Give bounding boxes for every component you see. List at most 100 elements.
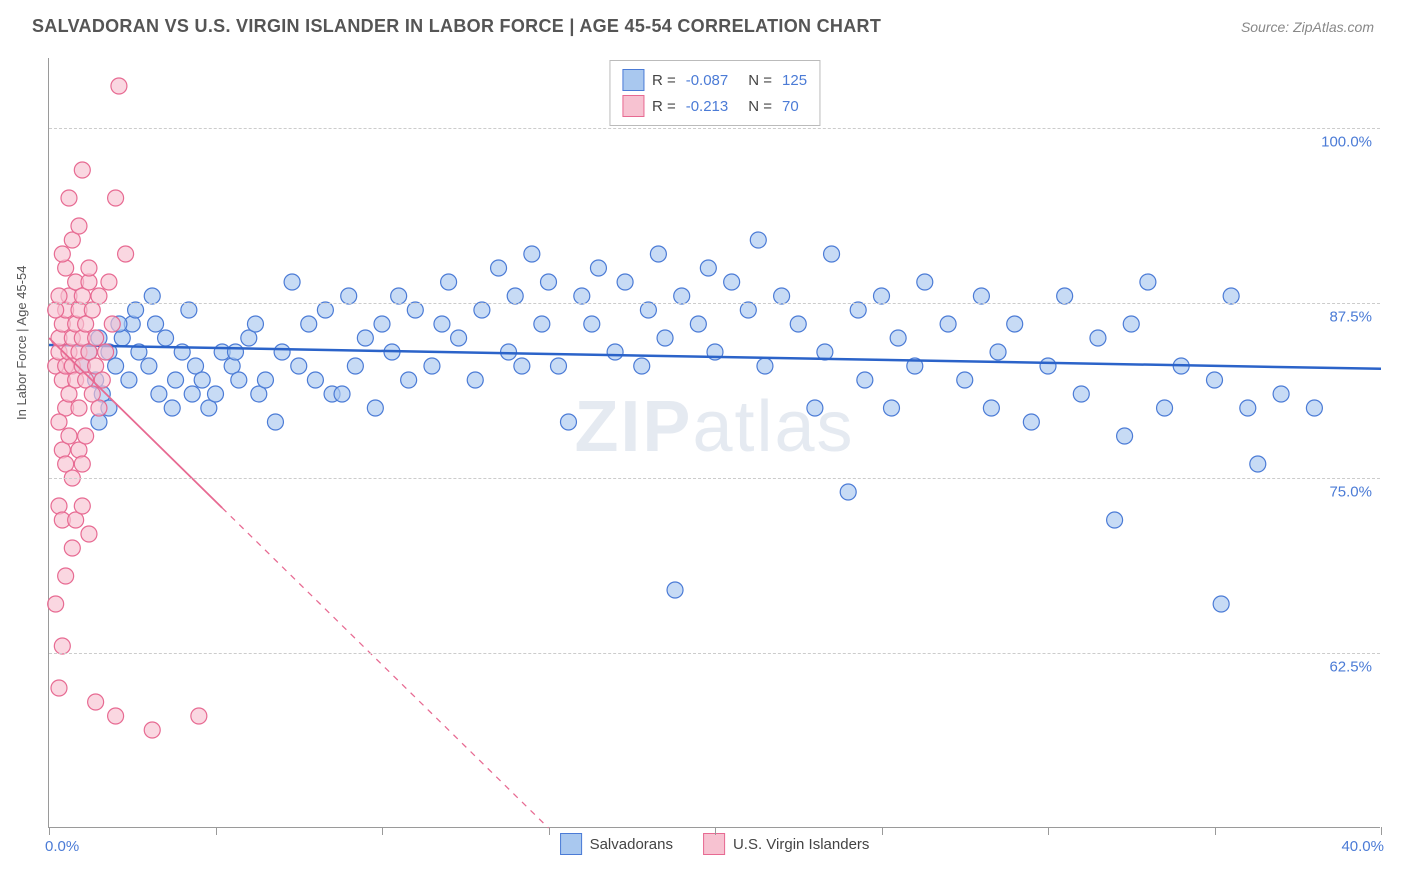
scatter-point xyxy=(807,400,823,416)
scatter-point xyxy=(114,330,130,346)
trend-line-dashed xyxy=(222,508,548,828)
gridline-h xyxy=(49,478,1380,479)
scatter-point xyxy=(667,582,683,598)
scatter-point xyxy=(491,260,507,276)
scatter-point xyxy=(347,358,363,374)
series-legend: SalvadoransU.S. Virgin Islanders xyxy=(560,833,870,855)
scatter-point xyxy=(231,372,247,388)
scatter-point xyxy=(184,386,200,402)
scatter-svg xyxy=(49,58,1380,827)
legend-n-value: 125 xyxy=(782,72,807,89)
correlation-legend: R =-0.087N =125R =-0.213N =70 xyxy=(609,60,820,126)
scatter-point xyxy=(227,344,243,360)
scatter-point xyxy=(883,400,899,416)
scatter-point xyxy=(1223,288,1239,304)
series-label: Salvadorans xyxy=(590,836,673,853)
scatter-point xyxy=(317,302,333,318)
scatter-point xyxy=(78,428,94,444)
scatter-point xyxy=(181,302,197,318)
scatter-point xyxy=(507,288,523,304)
scatter-point xyxy=(357,330,373,346)
scatter-point xyxy=(81,526,97,542)
scatter-point xyxy=(81,260,97,276)
scatter-point xyxy=(607,344,623,360)
scatter-point xyxy=(840,484,856,500)
scatter-point xyxy=(1123,316,1139,332)
source-label: Source: ZipAtlas.com xyxy=(1241,19,1374,35)
scatter-point xyxy=(151,386,167,402)
scatter-point xyxy=(108,358,124,374)
x-tick xyxy=(1215,827,1216,835)
scatter-point xyxy=(74,162,90,178)
scatter-point xyxy=(104,316,120,332)
legend-n-label: N = xyxy=(748,98,772,115)
scatter-point xyxy=(98,344,114,360)
y-tick-label: 62.5% xyxy=(1329,659,1372,676)
scatter-point xyxy=(407,302,423,318)
scatter-point xyxy=(58,260,74,276)
scatter-point xyxy=(990,344,1006,360)
scatter-point xyxy=(441,274,457,290)
scatter-point xyxy=(74,456,90,472)
scatter-point xyxy=(790,316,806,332)
scatter-point xyxy=(61,190,77,206)
scatter-point xyxy=(474,302,490,318)
scatter-point xyxy=(541,274,557,290)
scatter-point xyxy=(424,358,440,374)
series-legend-item: Salvadorans xyxy=(560,833,673,855)
scatter-point xyxy=(247,316,263,332)
chart-title: SALVADORAN VS U.S. VIRGIN ISLANDER IN LA… xyxy=(32,16,881,37)
chart-plot-area: ZIPatlas R =-0.087N =125R =-0.213N =70 0… xyxy=(48,58,1380,828)
scatter-point xyxy=(1273,386,1289,402)
scatter-point xyxy=(367,400,383,416)
x-tick xyxy=(382,827,383,835)
scatter-point xyxy=(983,400,999,416)
scatter-point xyxy=(850,302,866,318)
x-tick xyxy=(216,827,217,835)
scatter-point xyxy=(374,316,390,332)
scatter-point xyxy=(71,218,87,234)
chart-header: SALVADORAN VS U.S. VIRGIN ISLANDER IN LA… xyxy=(0,0,1406,45)
scatter-point xyxy=(128,302,144,318)
scatter-point xyxy=(560,414,576,430)
scatter-point xyxy=(71,400,87,416)
x-tick xyxy=(882,827,883,835)
scatter-point xyxy=(534,316,550,332)
scatter-point xyxy=(144,288,160,304)
scatter-point xyxy=(757,358,773,374)
scatter-point xyxy=(1213,596,1229,612)
scatter-point xyxy=(111,78,127,94)
legend-r-value: -0.213 xyxy=(686,98,729,115)
scatter-point xyxy=(284,274,300,290)
scatter-point xyxy=(158,330,174,346)
scatter-point xyxy=(141,358,157,374)
x-tick xyxy=(1381,827,1382,835)
scatter-point xyxy=(774,288,790,304)
scatter-point xyxy=(584,316,600,332)
scatter-point xyxy=(650,246,666,262)
scatter-point xyxy=(51,498,67,514)
scatter-point xyxy=(524,246,540,262)
x-tick xyxy=(715,827,716,835)
scatter-point xyxy=(451,330,467,346)
scatter-point xyxy=(514,358,530,374)
legend-row: R =-0.087N =125 xyxy=(622,67,807,93)
scatter-point xyxy=(108,708,124,724)
scatter-point xyxy=(1117,428,1133,444)
scatter-point xyxy=(334,386,350,402)
scatter-point xyxy=(617,274,633,290)
legend-n-label: N = xyxy=(748,72,772,89)
legend-row: R = -0.213 N = 70 xyxy=(622,93,807,119)
scatter-point xyxy=(168,372,184,388)
y-tick-label: 100.0% xyxy=(1321,134,1372,151)
scatter-point xyxy=(1250,456,1266,472)
legend-r-label: R = xyxy=(652,98,676,115)
legend-n-value: 70 xyxy=(782,98,799,115)
y-tick-label: 87.5% xyxy=(1329,309,1372,326)
scatter-point xyxy=(434,316,450,332)
scatter-point xyxy=(391,288,407,304)
scatter-point xyxy=(267,414,283,430)
scatter-point xyxy=(164,400,180,416)
scatter-point xyxy=(700,260,716,276)
scatter-point xyxy=(1057,288,1073,304)
